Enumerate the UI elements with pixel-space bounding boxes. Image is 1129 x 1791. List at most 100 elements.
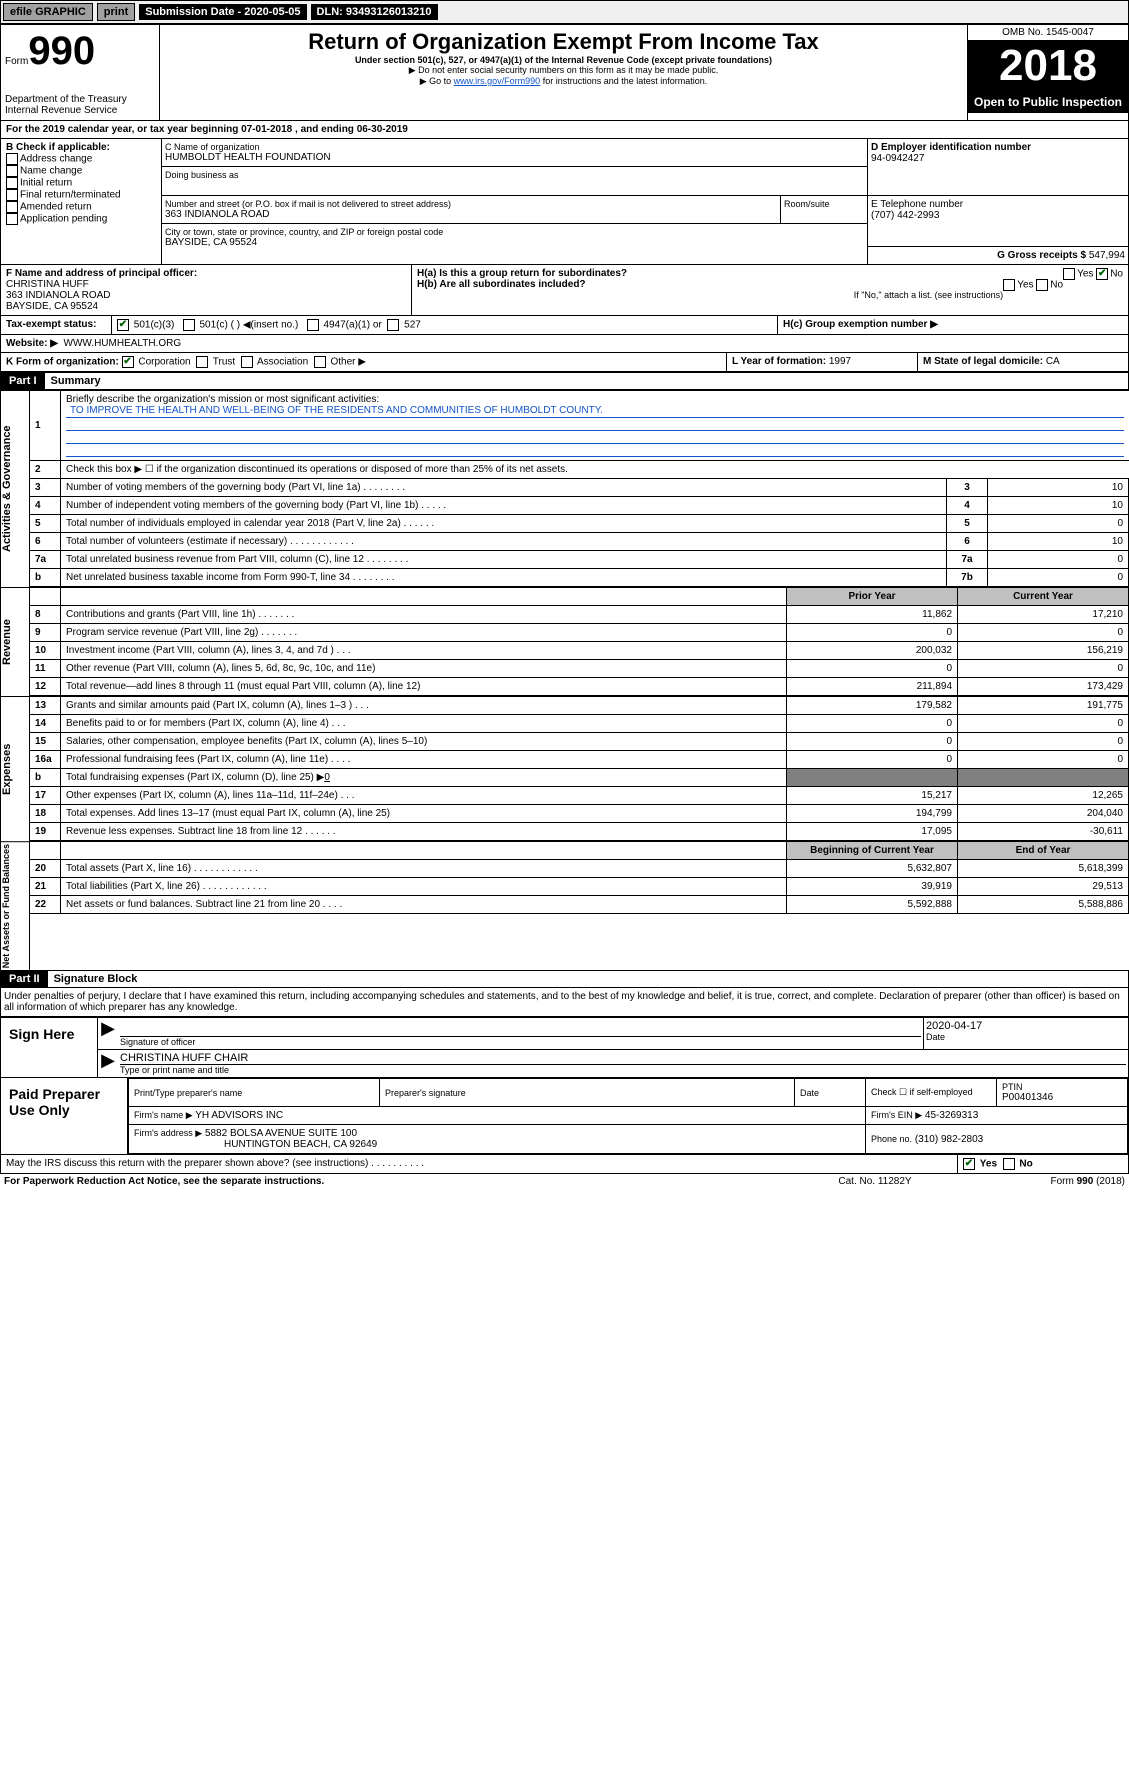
exp-sidebar: Expenses — [0, 696, 30, 841]
hc-label: H(c) Group exemption number ▶ — [783, 319, 938, 330]
assoc-check[interactable] — [241, 356, 253, 368]
sub3b: for instructions and the latest informat… — [540, 76, 707, 86]
l4: Number of independent voting members of … — [61, 497, 947, 515]
ha-yes[interactable] — [1063, 268, 1075, 280]
form-subtitle1: Under section 501(c), 527, or 4947(a)(1)… — [164, 55, 963, 65]
period-line: For the 2019 calendar year, or tax year … — [1, 121, 1128, 138]
net-sidebar: Net Assets or Fund Balances — [0, 841, 30, 970]
py-header: Prior Year — [787, 588, 958, 606]
l2: Check this box ▶ ☐ if the organization d… — [61, 461, 1129, 479]
type-label: Type or print name and title — [120, 1065, 1126, 1075]
boxk-label: K Form of organization: — [6, 357, 119, 368]
hb-note: If "No," attach a list. (see instruction… — [417, 290, 1123, 300]
boxd-label: D Employer identification number — [871, 142, 1125, 153]
sign-here-block: Sign Here ▶ Signature of officer 2020-04… — [0, 1017, 1129, 1078]
l5: Total number of individuals employed in … — [61, 515, 947, 533]
name-arrow-icon: ▶ — [98, 1050, 118, 1077]
l7b: Net unrelated business taxable income fr… — [61, 569, 947, 587]
trust-check[interactable] — [196, 356, 208, 368]
l7a: Total unrelated business revenue from Pa… — [61, 551, 947, 569]
app-pending-check[interactable] — [6, 213, 18, 225]
omb-number: OMB No. 1545-0047 — [968, 25, 1128, 41]
boxi-label: Tax-exempt status: — [1, 316, 112, 334]
boxb-label: B Check if applicable: — [6, 142, 156, 153]
addr-change-check[interactable] — [6, 153, 18, 165]
hb-label: H(b) Are all subordinates included? — [417, 279, 586, 290]
discuss-yes[interactable] — [963, 1158, 975, 1170]
v7a: 0 — [988, 551, 1129, 569]
room-label: Room/suite — [780, 196, 867, 223]
eoy-header: End of Year — [958, 842, 1129, 860]
city-state: BAYSIDE, CA 95524 — [165, 237, 864, 248]
final-return-check[interactable] — [6, 189, 18, 201]
ha-label: H(a) Is this a group return for subordin… — [417, 268, 627, 279]
gov-sidebar: Activities & Governance — [0, 390, 30, 587]
officer-addr2: BAYSIDE, CA 95524 — [6, 301, 406, 312]
discuss-no[interactable] — [1003, 1158, 1015, 1170]
boxc-label: C Name of organization — [165, 142, 864, 152]
formation-year: 1997 — [829, 356, 851, 367]
dba-label: Doing business as — [165, 170, 864, 180]
initial-return-check[interactable] — [6, 177, 18, 189]
form-label: Form — [5, 56, 28, 67]
part2-label: Part II — [1, 971, 48, 987]
sub3a: ▶ Go to — [420, 76, 454, 86]
cy-header: Current Year — [958, 588, 1129, 606]
sigoff-label: Signature of officer — [120, 1037, 921, 1047]
declaration: Under penalties of perjury, I declare th… — [0, 988, 1129, 1017]
4947-check[interactable] — [307, 319, 319, 331]
hb-no[interactable] — [1036, 279, 1048, 291]
date-label: Date — [926, 1032, 1126, 1042]
domicile: CA — [1046, 356, 1060, 367]
boxl-label: L Year of formation: — [732, 356, 826, 367]
v6: 10 — [988, 533, 1129, 551]
v3: 10 — [988, 479, 1129, 497]
pra-notice: For Paperwork Reduction Act Notice, see … — [4, 1176, 775, 1187]
discuss-line: May the IRS discuss this return with the… — [1, 1155, 958, 1173]
rev-sidebar: Revenue — [0, 587, 30, 696]
v5: 0 — [988, 515, 1129, 533]
amended-check[interactable] — [6, 201, 18, 213]
form-footer: Form 990 (2018) — [975, 1176, 1125, 1187]
sign-here-label: Sign Here — [1, 1018, 98, 1077]
open-public-badge: Open to Public Inspection — [968, 91, 1128, 113]
l1: Briefly describe the organization's miss… — [66, 394, 379, 405]
527-check[interactable] — [387, 319, 399, 331]
paid-preparer-block: Paid Preparer Use Only Print/Type prepar… — [0, 1078, 1129, 1155]
top-toolbar: efile GRAPHIC print Submission Date - 20… — [0, 0, 1129, 24]
boxm-label: M State of legal domicile: — [923, 356, 1043, 367]
dept-label: Department of the Treasury Internal Reve… — [5, 94, 155, 116]
hb-yes[interactable] — [1003, 279, 1015, 291]
print-button[interactable]: print — [97, 3, 135, 21]
org-name: HUMBOLDT HEALTH FOUNDATION — [165, 152, 864, 163]
submission-date-label: Submission Date - 2020-05-05 — [139, 4, 306, 20]
v4: 10 — [988, 497, 1129, 515]
part1-title: Summary — [45, 373, 107, 389]
part2-title: Signature Block — [48, 971, 144, 987]
officer-addr1: 363 INDIANOLA ROAD — [6, 290, 406, 301]
website: WWW.HUMHEALTH.ORG — [64, 338, 182, 349]
mission-text: TO IMPROVE THE HEALTH AND WELL-BEING OF … — [66, 405, 1124, 418]
other-check[interactable] — [314, 356, 326, 368]
form-subtitle2: ▶ Do not enter social security numbers o… — [164, 65, 963, 76]
efile-button[interactable]: efile GRAPHIC — [3, 3, 93, 21]
501c3-check[interactable] — [117, 319, 129, 331]
corp-check[interactable] — [122, 356, 134, 368]
501c-check[interactable] — [183, 319, 195, 331]
city-label: City or town, state or province, country… — [165, 227, 864, 237]
tax-year: 2018 — [968, 41, 1128, 91]
name-change-check[interactable] — [6, 165, 18, 177]
gross-receipts: 547,994 — [1089, 250, 1125, 261]
instructions-link[interactable]: www.irs.gov/Form990 — [454, 76, 541, 86]
l6: Total number of volunteers (estimate if … — [61, 533, 947, 551]
form-header: Form990 Department of the Treasury Inter… — [0, 24, 1129, 121]
sign-arrow-icon: ▶ — [98, 1018, 118, 1049]
v7b: 0 — [988, 569, 1129, 587]
boxg-label: G Gross receipts $ — [997, 250, 1086, 261]
ha-no[interactable] — [1096, 268, 1108, 280]
telephone: (707) 442-2993 — [871, 210, 1125, 221]
l3: Number of voting members of the governin… — [61, 479, 947, 497]
officer-name: CHRISTINA HUFF — [6, 279, 406, 290]
street-addr: 363 INDIANOLA ROAD — [165, 209, 777, 220]
boxe-label: E Telephone number — [871, 199, 1125, 210]
